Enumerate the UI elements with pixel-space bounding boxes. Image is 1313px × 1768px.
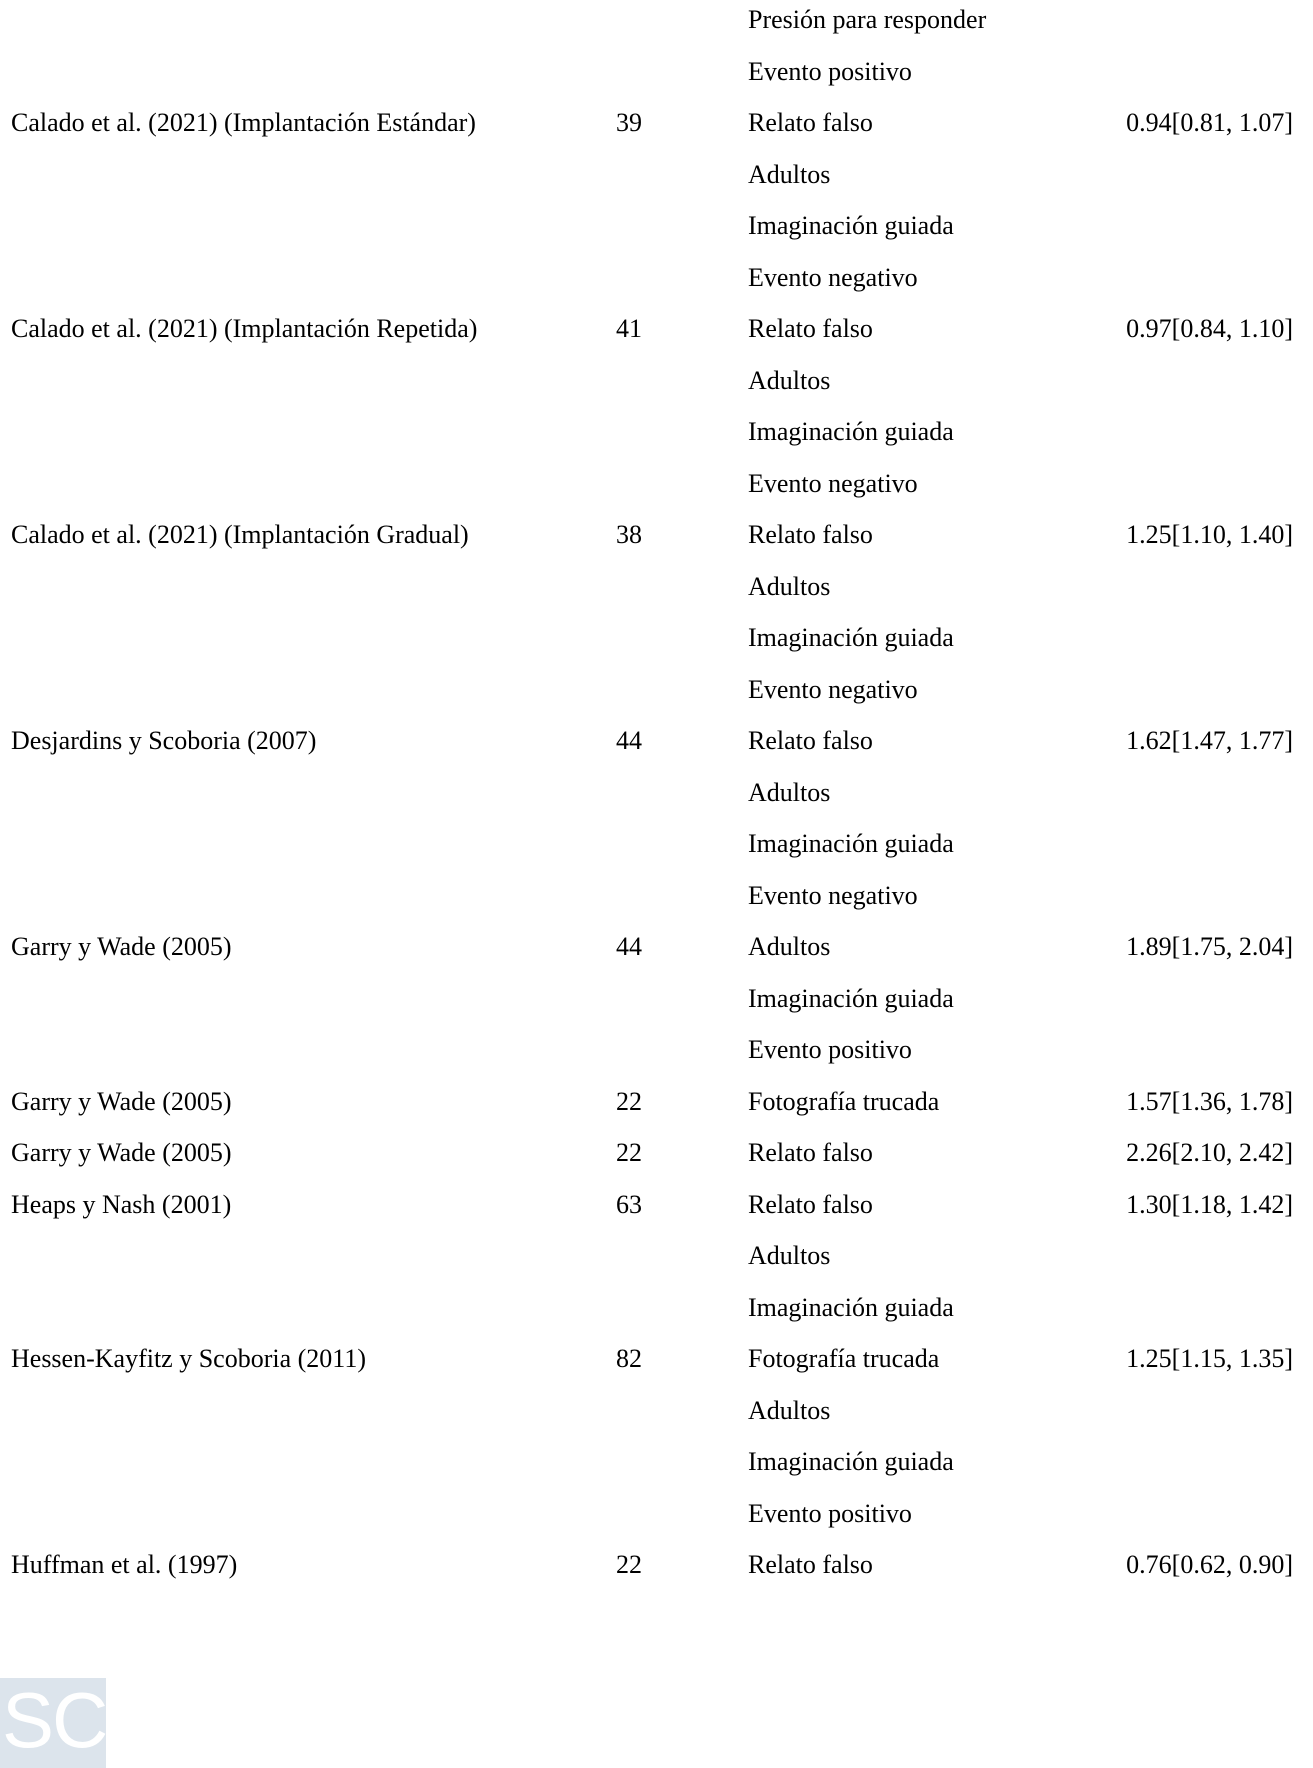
study-cell: Hessen-Kayfitz y Scoboria (2011) (11, 1344, 366, 1373)
table-row: Evento positivo (0, 1494, 1313, 1534)
effect-size-cell: 1.89[1.75, 2.04] (1126, 932, 1293, 961)
table-row: Desjardins y Scoboria (2007) 44 Relato fal… (0, 721, 1313, 761)
moderator-cell: Imaginación guiada (748, 1293, 954, 1322)
moderator-cell: Relato falso (748, 108, 873, 137)
study-cell: Huffman et al. (1997) (11, 1550, 238, 1579)
study-cell: Heaps y Nash (2001) (11, 1190, 232, 1219)
table-row: Adultos (0, 773, 1313, 813)
effect-size-cell: 2.26[2.10, 2.42] (1126, 1138, 1293, 1167)
effect-size-cell: 0.94[0.81, 1.07] (1126, 108, 1293, 137)
moderator-cell: Fotografía trucada (748, 1087, 940, 1116)
moderator-cell: Evento negativo (748, 675, 918, 704)
table-row: Evento negativo (0, 258, 1313, 298)
study-cell: Desjardins y Scoboria (2007) (11, 726, 317, 755)
moderator-cell: Imaginación guiada (748, 829, 954, 858)
logo-text: SC (2, 1676, 108, 1764)
table-row: Presión para responder (0, 0, 1313, 40)
table-row: Adultos (0, 1391, 1313, 1431)
moderator-cell: Presión para responder (748, 5, 987, 34)
logo-watermark: SC (0, 1676, 108, 1768)
moderator-cell: Relato falso (748, 1138, 873, 1167)
table-row: Calado et al. (2021) (Implantación Están… (0, 103, 1313, 143)
table-row: Calado et al. (2021) (Implantación Repet… (0, 309, 1313, 349)
moderator-cell: Evento positivo (748, 57, 912, 86)
effect-size-cell: 1.25[1.15, 1.35] (1126, 1344, 1293, 1373)
study-cell: Garry y Wade (2005) (11, 932, 232, 961)
moderator-cell: Imaginación guiada (748, 623, 954, 652)
moderator-cell: Relato falso (748, 314, 873, 343)
moderator-cell: Relato falso (748, 726, 873, 755)
table-row: Garry y Wade (2005) 22 Relato falso 2.26[2.… (0, 1133, 1313, 1173)
table-row: Imaginación guiada (0, 618, 1313, 658)
moderator-cell: Adultos (748, 932, 831, 961)
moderator-cell: Evento positivo (748, 1035, 912, 1064)
sample-size-cell: 41 (616, 314, 642, 343)
effect-size-cell: 1.57[1.36, 1.78] (1126, 1087, 1293, 1116)
table-row: Calado et al. (2021) (Implantación Gradu… (0, 515, 1313, 555)
moderator-cell: Adultos (748, 778, 831, 807)
table-row: Heaps y Nash (2001) 63 Relato falso 1.30[1.… (0, 1185, 1313, 1225)
table-row: Huffman et al. (1997) 22 Relato falso 0.76[… (0, 1545, 1313, 1585)
moderator-cell: Relato falso (748, 1550, 873, 1579)
sample-size-cell: 44 (616, 726, 642, 755)
table-row: Imaginación guiada (0, 206, 1313, 246)
moderator-cell: Imaginación guiada (748, 984, 954, 1013)
table-row: Imaginación guiada (0, 1288, 1313, 1328)
sample-size-cell: 22 (616, 1550, 642, 1579)
study-cell: Garry y Wade (2005) (11, 1087, 232, 1116)
study-cell: Calado et al. (2021) (Implantación Están… (11, 108, 476, 137)
moderator-cell: Adultos (748, 1241, 831, 1270)
moderator-cell: Adultos (748, 366, 831, 395)
table-row: Adultos (0, 1236, 1313, 1276)
table-row: Imaginación guiada (0, 824, 1313, 864)
moderator-cell: Imaginación guiada (748, 417, 954, 446)
table-row: Imaginación guiada (0, 412, 1313, 452)
study-cell: Garry y Wade (2005) (11, 1138, 232, 1167)
moderator-cell: Adultos (748, 160, 831, 189)
moderator-cell: Relato falso (748, 1190, 873, 1219)
table-row: Garry y Wade (2005) 22 Fotografía trucada 1… (0, 1082, 1313, 1122)
effect-size-cell: 0.97[0.84, 1.10] (1126, 314, 1293, 343)
table-row: Evento positivo (0, 52, 1313, 92)
moderator-cell: Evento negativo (748, 263, 918, 292)
effect-size-cell: 1.62[1.47, 1.77] (1126, 726, 1293, 755)
table-row: Imaginación guiada (0, 979, 1313, 1019)
sample-size-cell: 22 (616, 1087, 642, 1116)
moderator-cell: Evento positivo (748, 1499, 912, 1528)
sample-size-cell: 39 (616, 108, 642, 137)
table-row: Evento negativo (0, 876, 1313, 916)
table-row: Hessen-Kayfitz y Scoboria (2011) 82 Fotogr… (0, 1339, 1313, 1379)
effect-size-cell: 1.30[1.18, 1.42] (1126, 1190, 1293, 1219)
sample-size-cell: 82 (616, 1344, 642, 1373)
table-row: Evento positivo (0, 1030, 1313, 1070)
table-row: Adultos (0, 567, 1313, 607)
moderator-cell: Imaginación guiada (748, 1447, 954, 1476)
sample-size-cell: 38 (616, 520, 642, 549)
moderator-cell: Adultos (748, 572, 831, 601)
moderator-cell: Evento negativo (748, 469, 918, 498)
sample-size-cell: 63 (616, 1190, 642, 1219)
moderator-cell: Relato falso (748, 520, 873, 549)
effect-size-cell: 0.76[0.62, 0.90] (1126, 1550, 1293, 1579)
table-row: Adultos (0, 155, 1313, 195)
table-row: Evento negativo (0, 670, 1313, 710)
study-cell: Calado et al. (2021) (Implantación Gradu… (11, 520, 469, 549)
effect-size-cell: 1.25[1.10, 1.40] (1126, 520, 1293, 549)
moderator-cell: Imaginación guiada (748, 211, 954, 240)
table-row: Imaginación guiada (0, 1442, 1313, 1482)
moderator-cell: Evento negativo (748, 881, 918, 910)
sample-size-cell: 44 (616, 932, 642, 961)
sample-size-cell: 22 (616, 1138, 642, 1167)
table-row: Garry y Wade (2005) 44 Adultos 1.89[1.75, 2… (0, 927, 1313, 967)
moderator-cell: Adultos (748, 1396, 831, 1425)
moderator-cell: Fotografía trucada (748, 1344, 940, 1373)
study-cell: Calado et al. (2021) (Implantación Repet… (11, 314, 478, 343)
table-row: Evento negativo (0, 464, 1313, 504)
table-row: Adultos (0, 361, 1313, 401)
